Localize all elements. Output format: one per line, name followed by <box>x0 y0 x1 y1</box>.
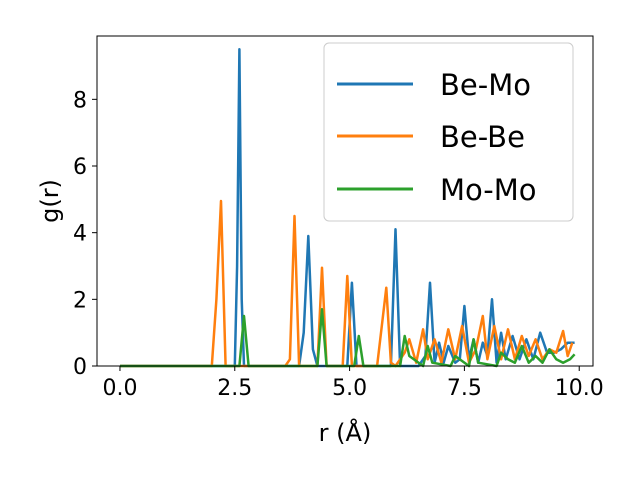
legend-label-be-mo: Be-Mo <box>440 68 531 102</box>
legend-label-be-be: Be-Be <box>440 120 525 154</box>
x-axis-label: r (Å) <box>319 418 372 447</box>
x-axis: 0.0 2.5 5.0 7.5 10.0 <box>102 366 604 401</box>
y-tick-label: 0 <box>73 355 87 380</box>
y-tick-label: 6 <box>73 155 87 180</box>
y-axis-label: g(r) <box>36 179 64 223</box>
y-tick-label: 8 <box>73 88 87 113</box>
legend-box <box>323 42 574 222</box>
legend-label-mo-mo: Mo-Mo <box>440 173 537 207</box>
legend: Be-Mo Be-Be Mo-Mo <box>323 42 574 222</box>
x-tick-label: 5.0 <box>332 376 367 401</box>
x-tick-label: 2.5 <box>217 376 252 401</box>
x-tick-label: 10.0 <box>555 376 604 401</box>
series-line-be-be <box>120 199 574 368</box>
y-axis: 0 2 4 6 8 <box>73 88 97 380</box>
x-tick-label: 0.0 <box>102 376 137 401</box>
series-layer <box>120 48 576 368</box>
plot-frame <box>96 35 594 367</box>
y-tick-label: 4 <box>73 222 87 247</box>
x-tick-label: 7.5 <box>447 376 482 401</box>
series-line-mo-mo <box>120 308 576 368</box>
y-tick-label: 2 <box>73 288 87 313</box>
